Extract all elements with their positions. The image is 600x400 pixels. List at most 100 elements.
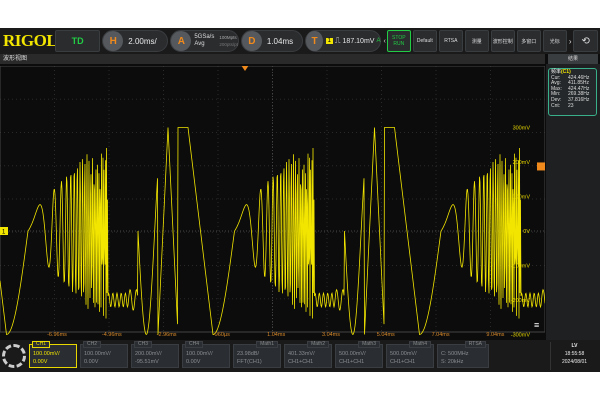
measure-button[interactable]: 测量 — [464, 30, 489, 52]
scroll-left-icon[interactable]: ‹ — [383, 37, 386, 45]
oscilloscope-screen: RIGOL TD H 2.00ms/ A 5GSa/s Avg 100Mpts 200… — [0, 28, 600, 372]
ch1-offset-marker — [0, 227, 8, 235]
button-label: RTSA — [444, 38, 458, 44]
measurement-row: Cnt: 23 — [551, 102, 594, 110]
button-label: Default — [416, 38, 433, 44]
timebase: 2.00ms/ — [128, 36, 157, 46]
ch1-marker-label: 1 — [2, 230, 6, 236]
channel-offset: CH1+CH1 — [288, 359, 314, 365]
delay-button[interactable]: D 1.04ms — [240, 30, 304, 52]
measurement-row: Cur: 424.46Hz — [551, 74, 594, 82]
waveform-view-title: 波形视图 — [0, 54, 545, 64]
voltage-axis-label: -200mV — [511, 298, 531, 304]
channel-scale: 100.00mV/ — [84, 351, 111, 357]
multi-window-button[interactable]: 多窗口 — [516, 30, 541, 52]
channel-offset: FFT(CH1) — [237, 359, 262, 365]
channel-tag: Math3 — [358, 341, 380, 348]
lv-indicator: LV — [571, 343, 578, 349]
trigger-source: 1 — [325, 38, 333, 44]
results-tab[interactable]: 结果 — [548, 54, 598, 64]
voltage-axis-label: -100mV — [511, 264, 531, 270]
measurement-label: Dev: — [551, 96, 562, 103]
measurement-row: Avg: 411.85Hz — [551, 81, 594, 87]
acq-mode: Avg — [194, 41, 205, 47]
math3-channel-button[interactable]: Math3 500.00mV/CH1+CH1 — [335, 341, 383, 368]
time-axis-label: 9.04ms — [486, 332, 505, 338]
acquire-button[interactable]: A 5GSa/s Avg 100Mpts 200pts/pt — [170, 30, 239, 52]
measurement-row: Min: 269.38Hz — [551, 92, 594, 98]
channel-tag: RTSA — [464, 341, 486, 348]
measurement-label: Cur: — [551, 74, 561, 81]
h-icon: H — [103, 31, 124, 51]
a-icon: A — [171, 31, 192, 51]
scroll-right-icon[interactable]: › — [568, 36, 572, 46]
measurement-value: 424.47Hz — [568, 85, 590, 92]
measurement-value: 411.85Hz — [568, 80, 590, 87]
channel-scale: 100.00mV/ — [186, 351, 213, 357]
time-axis-label: 3.04ms — [321, 332, 341, 338]
channel-scale: 500.00mV/ — [339, 351, 366, 357]
channel-tag: Math1 — [256, 341, 278, 348]
ch2-channel-button[interactable]: CH2 100.00mV/0.00V — [80, 341, 128, 368]
bottom-bar: CH1 100.00mV/0.00V CH2 100.00mV/0.00V CH3 200… — [0, 340, 600, 372]
time: 18:55:58 — [564, 351, 585, 357]
measurement-row: Max: 424.47Hz — [551, 85, 594, 93]
top-bar: RIGOL TD H 2.00ms/ A 5GSa/s Avg 100Mpts 200… — [0, 28, 600, 54]
mode-button[interactable]: TD — [55, 30, 101, 52]
settings-gear-icon[interactable] — [2, 344, 26, 368]
trigger-level: 187.10mV — [342, 37, 375, 45]
channel-tag: CH1 — [32, 341, 51, 348]
rising-edge-icon: ⎍ — [334, 36, 341, 45]
waveform-control-button[interactable]: 波形控制 — [490, 30, 515, 52]
waveform-plot[interactable]: 300mV 200mV 100mV 0V -100mV -200mV -300mV 1 ≡ — [0, 66, 545, 342]
trigger-position-marker — [241, 66, 249, 71]
status-clock: LV 18:55:58 2024/08/01 — [550, 342, 598, 370]
time-axis-label: -4.96ms — [101, 332, 122, 338]
rtsa-button[interactable]: RTSA — [438, 30, 463, 52]
voltage-axis-label: 100mV — [513, 195, 531, 201]
t-icon: T — [306, 31, 323, 51]
time-axis-label: -2.96ms — [156, 332, 177, 338]
horizontal-button[interactable]: H 2.00ms/ — [102, 30, 169, 52]
run-stop-button[interactable]: STOP RUN — [386, 30, 411, 52]
memory-depth: 100Mpts — [219, 35, 237, 40]
voltage-axis-label: 200mV — [513, 160, 531, 166]
cursor-button[interactable]: 光标 — [542, 30, 567, 52]
voltage-axis-label: -300mV — [511, 333, 531, 339]
measurement-value: 37.816Hz — [568, 96, 590, 103]
measurement-value: 424.46Hz — [568, 74, 590, 81]
channel-scale: 100.00mV/ — [33, 351, 60, 357]
math2-channel-button[interactable]: Math2 401.33mV/CH1+CH1 — [284, 341, 332, 368]
menu-icon: ≡ — [534, 320, 539, 330]
frequency-measurement[interactable]: 频率(C1) Cur: 424.46Hz Avg: 411.85Hz Max: 424.4… — [548, 68, 597, 116]
button-label: 测量 — [471, 38, 482, 45]
time-axis-label: 7.04ms — [431, 332, 450, 338]
math4-channel-button[interactable]: Math4 500.00mV/CH1+CH1 — [386, 341, 434, 368]
points-rate: 200pts/pt — [219, 42, 238, 47]
math1-channel-button[interactable]: Math1 23.98dB/FFT(CH1) — [233, 341, 281, 368]
channel-tag: CH4 — [185, 341, 204, 348]
channel-offset: 0.00V — [33, 359, 48, 365]
rtsa-channel-button[interactable]: RTSA C: 500MHz S: 20kHz — [437, 341, 489, 368]
plot-border — [0, 66, 545, 333]
channel-offset: CH1+CH1 — [390, 359, 416, 365]
rigol-logo: RIGOL — [3, 31, 58, 50]
measurement-source: (C1) — [561, 69, 571, 75]
ch3-channel-button[interactable]: CH3 200.00mV/ -95.51mV — [131, 341, 179, 368]
button-label: 多窗口 — [521, 38, 537, 45]
touch-lock-button[interactable]: ⟲ — [573, 30, 598, 52]
channel-scale: 401.33mV/ — [288, 351, 315, 357]
channel-tag: Math2 — [307, 341, 329, 348]
time-axis-label: -960µs — [212, 332, 230, 338]
default-button[interactable]: Default — [412, 30, 437, 52]
channel-scale: 500.00mV/ — [390, 351, 417, 357]
ch1-channel-button[interactable]: CH1 100.00mV/0.00V — [29, 341, 77, 368]
measurement-label: Cnt: — [551, 102, 561, 109]
measurement-row: Dev: 37.816Hz — [551, 96, 594, 104]
ch4-channel-button[interactable]: CH4 100.00mV/0.00V — [182, 341, 230, 368]
trigger-button[interactable]: T 1 ⎍ 187.10mV A — [305, 30, 382, 52]
channel-tag: CH2 — [83, 341, 102, 348]
channel-offset: 0.00V — [186, 359, 201, 365]
trigger-arrow: A — [376, 38, 381, 44]
button-label: STOP RUN — [392, 35, 406, 47]
